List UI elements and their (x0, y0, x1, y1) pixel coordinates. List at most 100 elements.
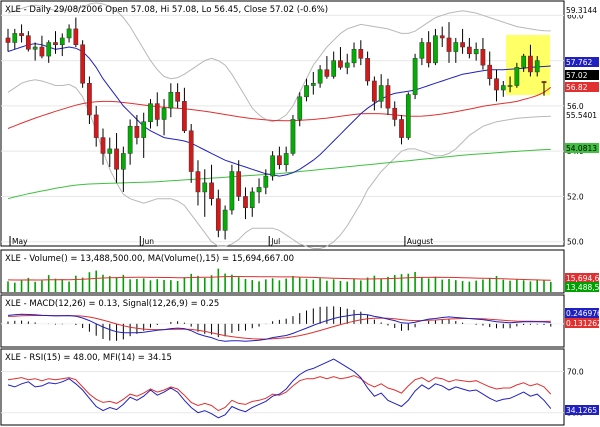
mfi-value-bg (565, 405, 599, 415)
candle-body (202, 182, 208, 193)
candle-body (473, 49, 479, 55)
candle (93, 105, 99, 147)
price-title: XLE - Daily 29/08/2006 Open 57.08, Hi 57… (5, 5, 328, 15)
volume-panel: 15,694,66713,488,500 XLE - Volume() = 13… (0, 249, 600, 294)
candle (344, 53, 350, 75)
candle-body (385, 85, 391, 109)
candle (494, 69, 499, 102)
mfi-line (7, 358, 552, 419)
candle-body (12, 33, 18, 43)
price-tick-label: 56.0 (567, 102, 584, 111)
upper-band-line (7, 2, 551, 123)
rsi-panel: 30.070.034.1265 XLE - RSI(15) = 48.00, M… (0, 348, 599, 426)
candle (372, 76, 377, 111)
candle-body (127, 126, 133, 154)
price-right-axis: 50.052.054.056.058.060.059.314457.76257.… (565, 5, 599, 247)
upper-band-value-bg (565, 5, 599, 15)
price-tick-label: 52.0 (567, 192, 584, 201)
candle (270, 151, 275, 181)
candle (120, 146, 126, 192)
candle-body (154, 103, 160, 120)
upper-band-value: 59.3144 (566, 6, 597, 15)
candle-body (39, 46, 45, 57)
candle (433, 28, 438, 66)
sma-200-value: 54.0813 (566, 144, 597, 153)
price-tick-label: 50.0 (567, 238, 584, 247)
candle-body (392, 107, 398, 120)
rsi-tick-label: 70.0 (567, 367, 584, 376)
candle-body (338, 60, 343, 68)
rsi-title: XLE - RSI(15) = 48.00, MFI(14) = 34.15 (5, 353, 172, 363)
candle-body (399, 119, 404, 138)
highlight-box (506, 35, 550, 95)
candle (480, 37, 486, 70)
candle-body (358, 49, 364, 59)
candle-body (500, 85, 506, 91)
sma-long-line (7, 86, 552, 129)
candle-body (263, 175, 269, 188)
rsi-right-axis: 30.070.034.1265 (565, 367, 599, 418)
candle (487, 51, 493, 86)
price-panel-frame (0, 0, 565, 247)
candle (365, 51, 370, 86)
candle-body (168, 92, 174, 109)
candle-body (433, 35, 438, 64)
candle-body (19, 33, 24, 36)
price-x-axis: May Jun Jul August (9, 236, 433, 246)
candle-body (277, 155, 282, 166)
candle-body (351, 49, 357, 64)
candle (392, 101, 398, 127)
candle (215, 189, 221, 238)
candle (12, 28, 18, 50)
candle (541, 81, 547, 96)
candle-body (365, 58, 370, 82)
candle-body (209, 182, 214, 199)
candle (283, 146, 289, 172)
candle-body (270, 155, 275, 177)
sma-200-value-bg (565, 143, 599, 153)
month-label: May (12, 237, 28, 246)
candle-body (453, 42, 459, 52)
candle (73, 17, 79, 48)
candle-body (507, 85, 513, 87)
candle (188, 124, 194, 183)
candle-body (256, 187, 262, 193)
candle (514, 62, 520, 88)
candle (195, 160, 201, 206)
candle-body (324, 69, 330, 77)
candle-body (487, 64, 493, 79)
candle-body (236, 171, 242, 197)
candle (32, 42, 38, 61)
candle (256, 178, 262, 204)
macd-value-bg (565, 318, 599, 328)
candle (26, 31, 31, 52)
volume-right-axis: 15,694,66713,488,500 (565, 273, 600, 292)
sma-short-line (7, 43, 551, 177)
candle (446, 22, 452, 63)
candle (87, 76, 92, 124)
candle-body (426, 42, 432, 64)
candle (419, 37, 425, 66)
candle (331, 51, 337, 79)
macd-signal-value: 0.246976 (566, 309, 600, 318)
moving-averages (7, 43, 552, 200)
candle (53, 31, 58, 54)
candle-body (107, 148, 113, 154)
candle-body (32, 46, 38, 50)
candle (175, 83, 180, 109)
volume-value-bg (565, 282, 599, 292)
sma-200-line (7, 148, 551, 200)
candle (473, 42, 479, 61)
candle-body (87, 82, 92, 116)
candle (148, 99, 153, 129)
candle (243, 187, 248, 220)
candle (19, 24, 24, 43)
candle (202, 169, 208, 217)
candle-body (297, 96, 303, 120)
macd-title: XLE - MACD(12,26) = 0.13, Signal(12,26,9… (5, 299, 219, 309)
sma-long-value: 56.82 (566, 83, 588, 92)
candle (385, 78, 391, 115)
candle (229, 164, 235, 215)
candle (59, 33, 65, 57)
